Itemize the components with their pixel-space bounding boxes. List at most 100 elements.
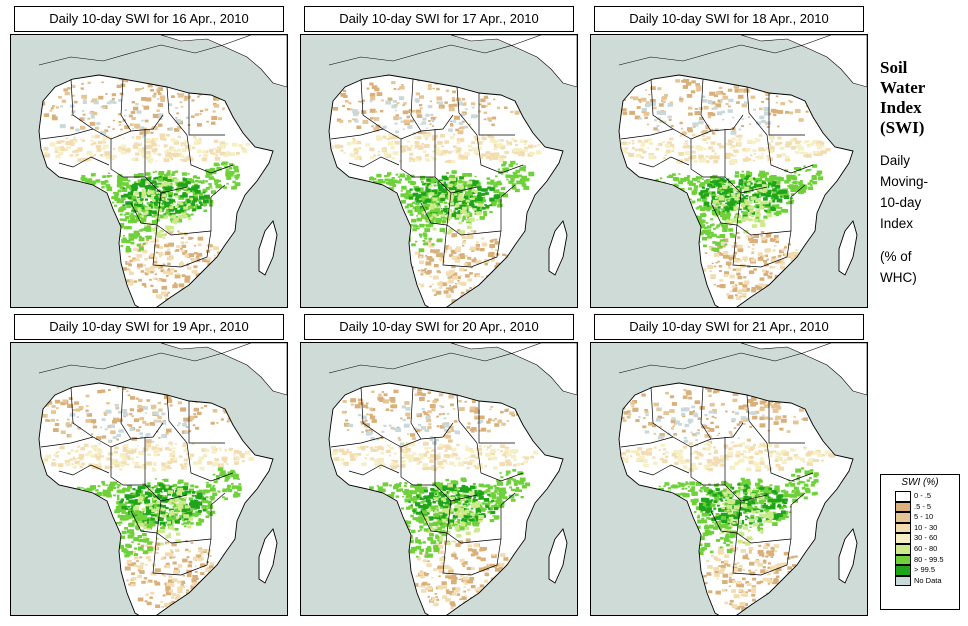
swi-cell bbox=[124, 512, 128, 515]
swi-cell bbox=[137, 143, 142, 146]
swi-cell bbox=[421, 215, 427, 219]
swi-cell bbox=[177, 589, 183, 594]
swi-cell bbox=[451, 177, 456, 182]
swi-cell bbox=[133, 142, 139, 146]
swi-cell bbox=[126, 498, 130, 501]
swi-cell bbox=[228, 447, 233, 451]
swi-cell bbox=[805, 110, 809, 113]
swi-cell bbox=[122, 137, 125, 140]
country-border bbox=[166, 394, 188, 444]
swi-cell bbox=[129, 522, 135, 527]
swi-cell bbox=[163, 488, 170, 492]
swi-cell bbox=[51, 462, 57, 467]
swi-cell bbox=[161, 233, 166, 237]
swi-cell bbox=[50, 418, 55, 422]
swi-cell bbox=[487, 181, 491, 184]
swi-cell bbox=[740, 197, 747, 202]
swi-cell bbox=[756, 177, 763, 182]
swi-cell bbox=[141, 580, 146, 584]
swi-cell bbox=[153, 256, 158, 260]
swi-cell bbox=[213, 480, 218, 484]
swi-cell bbox=[527, 144, 534, 149]
swi-cell bbox=[171, 214, 176, 218]
swi-cell bbox=[142, 420, 147, 424]
swi-cell bbox=[759, 206, 765, 210]
swi-cell bbox=[225, 151, 230, 154]
swi-cell bbox=[511, 186, 517, 190]
swi-cell bbox=[90, 487, 95, 491]
swi-cell bbox=[430, 179, 435, 183]
swi-cell bbox=[55, 106, 60, 109]
swi-cell bbox=[109, 424, 115, 428]
swi-cell bbox=[729, 146, 734, 149]
swi-cell bbox=[725, 202, 728, 205]
swi-cell bbox=[158, 175, 162, 178]
swi-cell bbox=[179, 208, 185, 212]
swi-cell bbox=[759, 170, 765, 175]
swi-cell bbox=[102, 483, 106, 486]
swi-cell bbox=[446, 172, 449, 174]
swi-cell bbox=[145, 227, 152, 232]
swi-cell bbox=[467, 278, 473, 282]
swi-cell bbox=[119, 213, 123, 216]
swi-cell bbox=[354, 151, 359, 155]
swi-cell bbox=[77, 486, 81, 490]
swi-cell bbox=[166, 399, 173, 403]
swi-cell bbox=[169, 128, 173, 131]
swi-cell bbox=[197, 492, 203, 497]
swi-cell bbox=[779, 195, 782, 198]
swi-cell bbox=[731, 218, 738, 223]
swi-cell bbox=[147, 541, 153, 545]
swi-cell bbox=[79, 465, 83, 468]
swi-cell bbox=[156, 184, 159, 187]
swi-cell bbox=[702, 99, 708, 103]
swi-cell bbox=[783, 190, 787, 193]
swi-cell bbox=[205, 496, 209, 499]
swi-cell bbox=[204, 568, 210, 572]
swi-cell bbox=[710, 274, 716, 279]
swi-cell bbox=[165, 149, 170, 153]
swi-cell bbox=[186, 190, 191, 194]
swi-cell bbox=[471, 147, 477, 151]
swi-cell bbox=[629, 110, 636, 115]
swi-cell bbox=[165, 506, 169, 510]
swi-cell bbox=[751, 288, 756, 293]
swi-cell bbox=[141, 465, 147, 470]
swi-cell bbox=[186, 556, 190, 559]
swi-cell bbox=[481, 237, 485, 240]
swi-cell bbox=[692, 125, 696, 128]
swi-cell bbox=[722, 184, 727, 188]
swi-cell bbox=[213, 96, 219, 101]
swi-cell bbox=[138, 205, 142, 207]
swi-cell bbox=[360, 101, 363, 103]
swi-cell bbox=[167, 127, 171, 131]
swi-cell bbox=[150, 89, 154, 92]
swi-cell bbox=[139, 556, 143, 559]
swi-cell bbox=[421, 213, 425, 216]
swi-cell bbox=[771, 186, 774, 188]
swi-cell bbox=[724, 271, 730, 275]
swi-cell bbox=[133, 501, 138, 505]
swi-cell bbox=[711, 262, 714, 264]
swi-cell bbox=[146, 581, 150, 584]
swi-cell bbox=[790, 187, 797, 192]
swi-cell bbox=[423, 143, 430, 148]
swi-cell bbox=[742, 256, 748, 261]
swi-cell bbox=[160, 527, 163, 529]
swi-cell bbox=[795, 140, 800, 144]
swi-cell bbox=[116, 461, 122, 465]
swi-cell bbox=[142, 536, 148, 540]
swi-cell bbox=[727, 294, 734, 299]
swi-cell bbox=[117, 484, 121, 487]
swi-cell bbox=[388, 134, 393, 138]
swi-cell bbox=[134, 88, 140, 92]
swi-cell bbox=[207, 503, 213, 507]
swi-cell bbox=[795, 186, 800, 190]
swi-cell bbox=[820, 144, 825, 148]
swi-cell bbox=[174, 597, 179, 600]
swi-cell bbox=[127, 485, 133, 489]
swi-cell bbox=[142, 550, 149, 555]
swi-cell bbox=[663, 157, 666, 160]
swi-cell bbox=[798, 146, 804, 151]
swi-cell bbox=[171, 459, 178, 463]
